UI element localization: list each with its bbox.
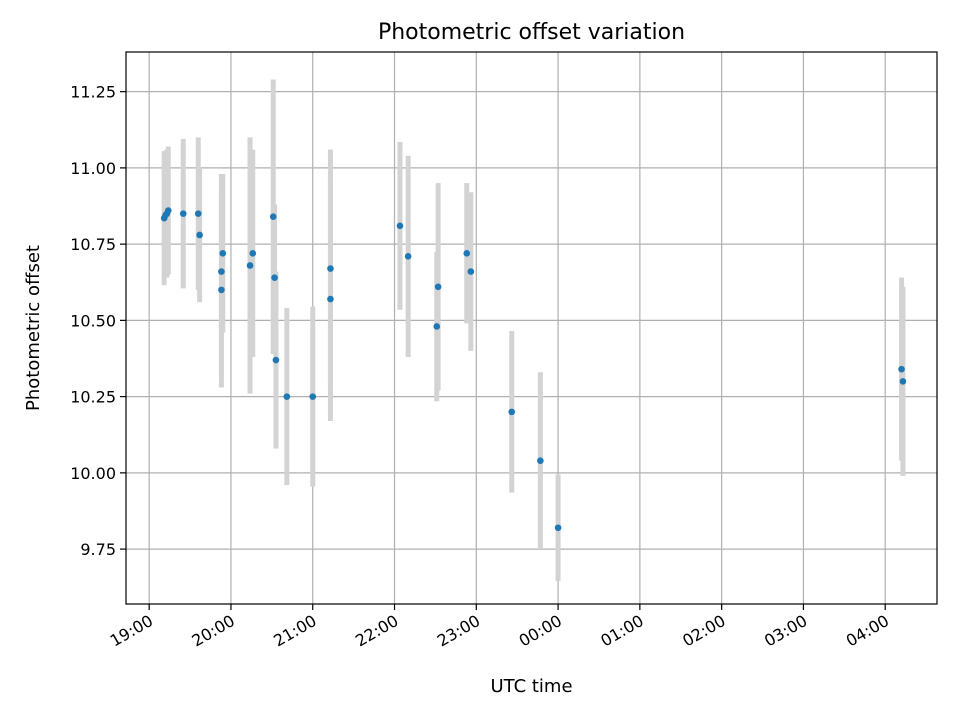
- data-point: [396, 222, 404, 230]
- y-axis-label: Photometric offset: [23, 245, 44, 411]
- y-tick-label: 10.25: [70, 388, 116, 407]
- data-point: [463, 249, 471, 257]
- data-point: [899, 378, 907, 385]
- data-point: [246, 262, 254, 269]
- data-point: [327, 265, 334, 272]
- data-point: [218, 268, 225, 275]
- data-point: [309, 393, 317, 400]
- y-axis-ticks: 9.75 10.00 10.25 10.50 10.75 11.00 11.25: [70, 83, 126, 559]
- plot-frame: [125, 51, 938, 605]
- data-point: [218, 286, 225, 294]
- data-point: [272, 356, 280, 364]
- chart-title: Photometric offset variation: [378, 20, 685, 45]
- data-point: [179, 210, 187, 217]
- x-axis-label: UTC time: [490, 676, 572, 697]
- data-point: [467, 268, 475, 275]
- data-point: [194, 210, 202, 217]
- data-point: [537, 457, 544, 464]
- data-point: [219, 249, 227, 257]
- data-point: [898, 365, 905, 373]
- data-point: [327, 295, 334, 303]
- data-point: [283, 393, 291, 400]
- data-point: [164, 207, 172, 214]
- y-tick-label: 10.75: [70, 235, 116, 254]
- grid: [126, 52, 937, 604]
- data-point: [433, 323, 441, 330]
- y-tick-label: 11.25: [70, 83, 116, 102]
- y-tick-label: 9.75: [80, 540, 116, 559]
- data-points: [160, 207, 907, 532]
- data-point: [271, 274, 278, 281]
- data-point: [249, 249, 257, 257]
- data-point: [508, 408, 516, 416]
- y-tick-label: 10.50: [70, 311, 116, 330]
- data-point: [269, 213, 277, 220]
- data-point: [196, 231, 203, 239]
- y-tick-label: 11.00: [70, 159, 116, 178]
- data-point: [554, 524, 562, 532]
- y-tick-label: 10.00: [70, 464, 116, 483]
- data-point: [434, 283, 442, 291]
- data-point: [404, 253, 412, 260]
